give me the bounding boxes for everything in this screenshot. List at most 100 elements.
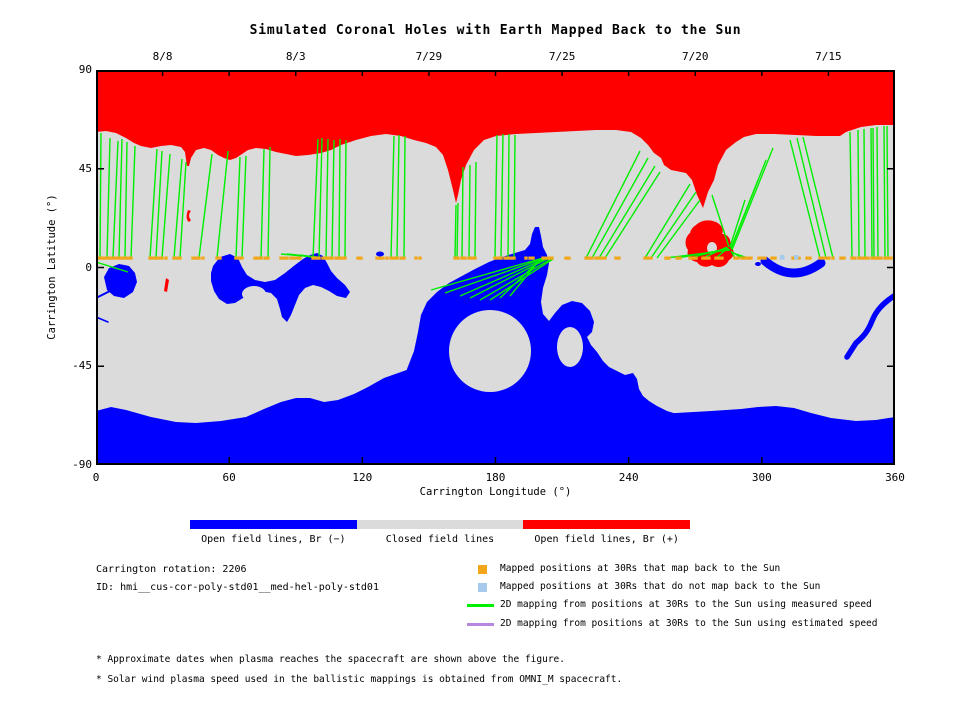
- mapped-position-dot: [160, 256, 164, 260]
- mapping-line-measured: [849, 131, 853, 259]
- mapping-line-measured: [883, 125, 886, 259]
- model-id-text: ID: hmi__cus-cor-poly-std01__med-hel-pol…: [96, 582, 379, 593]
- mapped-position-dot: [395, 256, 399, 260]
- legend-item-label: Mapped positions at 30Rs that map back t…: [500, 563, 781, 574]
- mapped-position-dot: [157, 256, 161, 260]
- mapped-position-dot: [760, 256, 764, 260]
- mapping-line-measured: [403, 135, 406, 259]
- mapped-position-dot: [688, 256, 692, 260]
- mapped-position-dot: [797, 256, 801, 260]
- lightblue-square-icon: [478, 583, 487, 593]
- mapping-line-measured: [344, 139, 347, 259]
- mapping-line-measured: [796, 137, 827, 259]
- y-tick-label: 0: [85, 260, 92, 274]
- figure-title: Simulated Coronal Holes with Earth Mappe…: [249, 23, 742, 38]
- mapped-position-dot: [717, 256, 721, 260]
- mapped-position-dot: [240, 256, 244, 260]
- top-date-label: 8/3: [285, 50, 306, 63]
- mapped-position-dot: [770, 256, 774, 260]
- mapped-position-dot: [129, 256, 133, 260]
- mapping-line-measured: [598, 165, 656, 259]
- mapping-line-measured: [857, 129, 860, 259]
- mapped-position-dot: [327, 256, 331, 260]
- mapping-line-measured: [338, 138, 341, 259]
- open-field-negative-speck: [376, 251, 384, 257]
- mapping-line-measured: [870, 127, 873, 259]
- mapped-position-dot: [824, 256, 828, 260]
- colorbar-segment-blue: [190, 520, 357, 529]
- mapped-position-dot: [330, 256, 334, 260]
- colorbar-label: Open field lines, Br (−): [201, 534, 346, 545]
- colorbar: [190, 520, 690, 529]
- mapped-position-dot: [456, 256, 460, 260]
- colorbar-segment-red: [523, 520, 690, 529]
- mapped-position-dot: [528, 256, 532, 260]
- mapped-position-dot: [120, 256, 124, 260]
- mapping-line-measured: [715, 247, 729, 259]
- mapping-line-measured: [863, 128, 866, 259]
- mapped-position-dot: [289, 256, 293, 260]
- mapping-line-measured: [499, 259, 541, 299]
- mapped-position-dot: [821, 256, 825, 260]
- x-tick-label: 120: [352, 471, 373, 484]
- mapped-position-dot: [317, 256, 321, 260]
- x-tick-label: 240: [618, 471, 639, 484]
- mapped-position-dot: [883, 256, 887, 260]
- mapped-position-dot: [375, 256, 379, 260]
- mapped-position-dot: [285, 256, 289, 260]
- mapped-position-dot: [664, 256, 668, 260]
- mapped-position-dot: [808, 256, 812, 260]
- open-field-negative-region: [211, 253, 350, 322]
- mapping-line-measured: [604, 171, 661, 259]
- mapping-line-measured: [454, 204, 457, 259]
- mapped-position-dot: [460, 256, 464, 260]
- mapped-position-dot: [863, 256, 867, 260]
- open-field-negative-speck: [755, 262, 761, 266]
- mapped-position-dot: [337, 256, 341, 260]
- legend-item-label: Mapped positions at 30Rs that do not map…: [500, 581, 821, 593]
- mapped-position-dot: [876, 256, 880, 260]
- mapped-position-dot: [617, 256, 621, 260]
- mapping-line-measured: [886, 125, 889, 259]
- unmapped-position-dot: [780, 255, 785, 260]
- open-field-negative-region: [396, 227, 677, 465]
- mapped-position-dot: [842, 256, 846, 260]
- mapped-position-dot: [499, 256, 503, 260]
- mapped-position-dot: [470, 256, 474, 260]
- mapped-position-dot: [805, 256, 809, 260]
- mapping-line-measured: [456, 202, 459, 259]
- mapping-line-measured: [179, 161, 187, 259]
- mapped-position-dot: [763, 256, 767, 260]
- mapped-position-dot: [154, 256, 158, 260]
- mapped-position-dot: [564, 256, 568, 260]
- mapping-line-measured: [198, 153, 213, 259]
- mapped-position-dot: [102, 256, 106, 260]
- mapped-position-dot: [194, 256, 198, 260]
- mapping-line-measured: [479, 258, 552, 301]
- carrington-rotation-text: Carrington rotation: 2206: [96, 564, 247, 575]
- orange-square-icon: [478, 565, 487, 574]
- mapped-position-dot: [201, 256, 205, 260]
- mapping-line-measured: [489, 258, 554, 301]
- mapped-position-dot: [749, 256, 753, 260]
- mapped-position-dot: [524, 256, 528, 260]
- mapped-position-dot: [675, 256, 679, 260]
- mapped-position-dot: [263, 256, 267, 260]
- mapping-line-measured: [468, 164, 471, 259]
- mapping-line-measured: [507, 133, 510, 259]
- mapped-position-dot: [215, 256, 219, 260]
- mapped-position-dot: [253, 256, 257, 260]
- mapping-line-measured: [591, 157, 649, 259]
- mapped-position-dot: [547, 256, 551, 260]
- mapping-line-measured: [802, 136, 834, 259]
- mapped-position-dot: [237, 256, 241, 260]
- mapping-line-measured: [729, 199, 746, 248]
- mapping-line-measured: [872, 127, 875, 259]
- mapping-line-measured: [585, 150, 641, 259]
- footnote-line: * Solar wind plasma speed used in the ba…: [96, 674, 623, 685]
- mapped-position-dot: [172, 256, 176, 260]
- mapping-line-measured: [390, 135, 395, 259]
- mapped-position-dot: [597, 256, 601, 260]
- mapped-position-dot: [603, 256, 607, 260]
